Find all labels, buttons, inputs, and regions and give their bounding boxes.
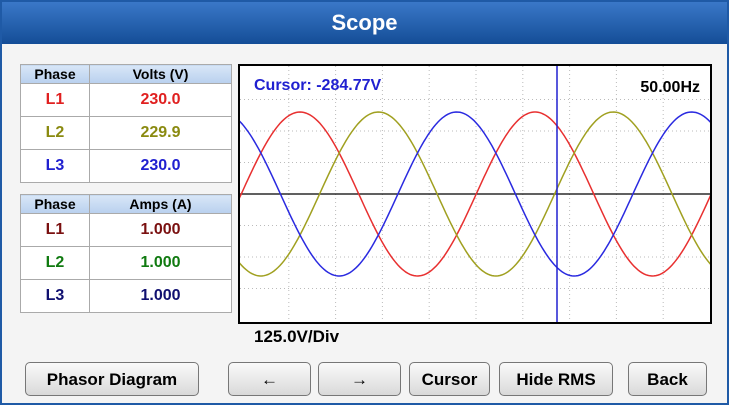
header-cell: Amps (A) — [89, 194, 232, 214]
header-cell: Phase — [20, 194, 90, 214]
scale-label: 125.0V/Div — [254, 327, 340, 346]
value-cell: 1.000 — [89, 279, 232, 313]
phase-cell: L3 — [20, 279, 90, 313]
phase-cell: L1 — [20, 83, 90, 117]
value-cell: 230.0 — [89, 83, 232, 117]
volts-table: Phase Volts (V) L1 230.0 L2 229.9 L3 230.0 — [20, 64, 232, 183]
button[interactable]: → — [318, 362, 401, 396]
header-cell: Volts (V) — [89, 64, 232, 84]
button[interactable]: Cursor — [409, 362, 490, 396]
phase-cell: L1 — [20, 213, 90, 247]
value-cell: 1.000 — [89, 213, 232, 247]
header-cell: Phase — [20, 64, 90, 84]
waveform — [240, 111, 710, 277]
title-bar: Scope — [2, 2, 727, 44]
amps-table: Phase Amps (A) L1 1.000 L2 1.000 L3 1.000 — [20, 194, 232, 313]
button[interactable]: Hide RMS — [499, 362, 613, 396]
frequency: 50.00Hz — [640, 79, 700, 96]
value-cell: 1.000 — [89, 246, 232, 280]
button[interactable]: Phasor Diagram — [25, 362, 199, 396]
waveform — [240, 111, 710, 277]
waveforms — [240, 111, 710, 277]
value-cell: 230.0 — [89, 149, 232, 183]
button[interactable]: Back — [628, 362, 707, 396]
cursor-readout: Cursor: -284.77V — [254, 77, 381, 94]
button[interactable]: ← — [228, 362, 311, 396]
phase-cell: L3 — [20, 149, 90, 183]
waveform — [240, 111, 710, 277]
scope-display: Cursor: -284.77V 50.00Hz — [238, 64, 712, 324]
phase-cell: L2 — [20, 116, 90, 150]
value-cell: 229.9 — [89, 116, 232, 150]
phase-cell: L2 — [20, 246, 90, 280]
